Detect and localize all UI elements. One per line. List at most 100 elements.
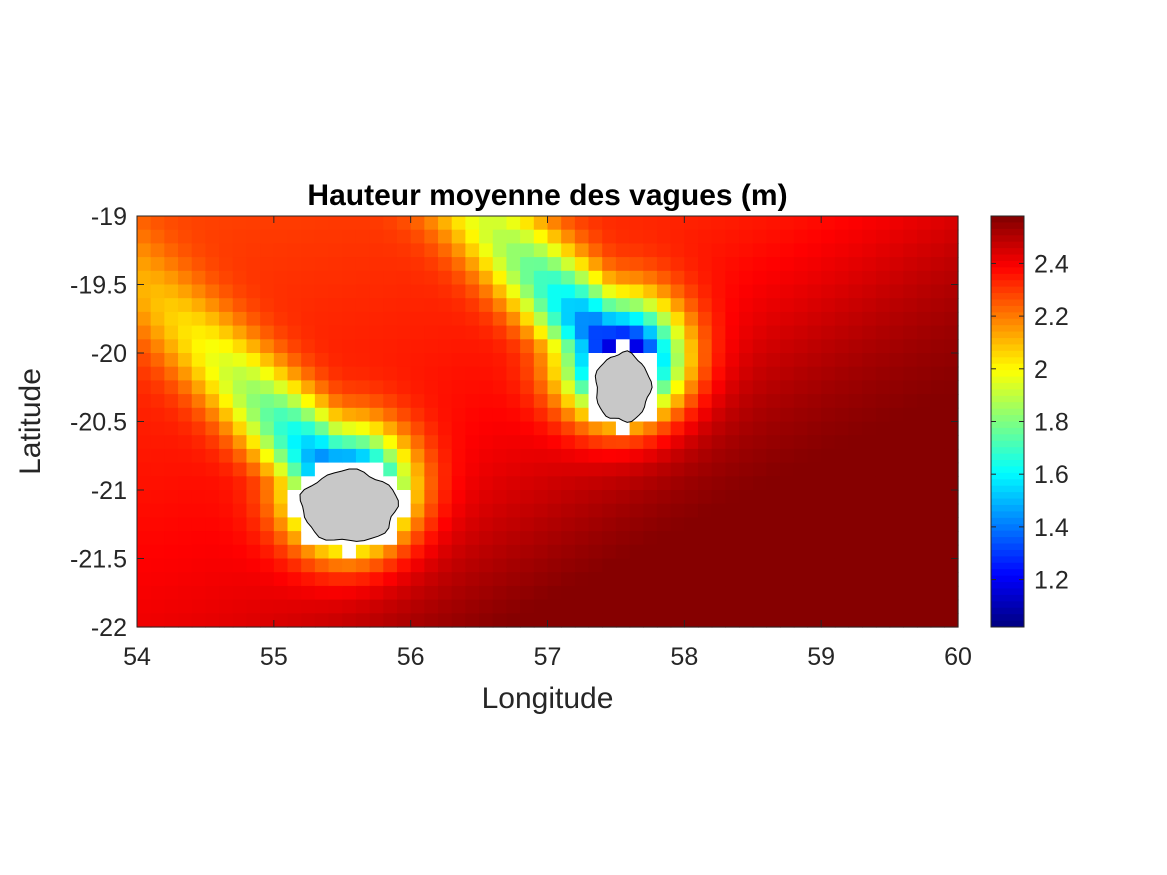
heatmap-cell bbox=[670, 298, 685, 313]
heatmap-cell bbox=[629, 298, 644, 313]
heatmap-cell bbox=[711, 599, 726, 614]
heatmap-cell bbox=[191, 503, 207, 518]
colorbar-segment bbox=[991, 453, 1024, 461]
heatmap-cell bbox=[711, 407, 726, 423]
heatmap-cell bbox=[342, 353, 357, 368]
heatmap-cell bbox=[574, 476, 590, 491]
heatmap-cell bbox=[930, 407, 945, 423]
heatmap-cell bbox=[246, 353, 261, 368]
heatmap-cell bbox=[137, 270, 152, 286]
heatmap-cell bbox=[506, 229, 521, 244]
heatmap-cell bbox=[246, 229, 261, 244]
heatmap-cell bbox=[328, 229, 343, 244]
heatmap-cell bbox=[916, 257, 932, 272]
heatmap-cell bbox=[862, 339, 877, 354]
heatmap-cell bbox=[383, 339, 398, 354]
heatmap-cell bbox=[602, 448, 617, 464]
colorbar-segment bbox=[991, 395, 1024, 403]
heatmap-cell bbox=[205, 339, 220, 354]
heatmap-cell bbox=[944, 270, 959, 286]
colorbar-segment bbox=[991, 421, 1024, 429]
heatmap-cell bbox=[410, 476, 425, 491]
heatmap-cell bbox=[725, 407, 740, 423]
heatmap-cell bbox=[178, 216, 193, 231]
heatmap-cell bbox=[479, 284, 494, 299]
heatmap-cell bbox=[916, 339, 932, 354]
heatmap-cell bbox=[219, 462, 234, 477]
colorbar-tick-label: 2.2 bbox=[1034, 303, 1069, 331]
heatmap-cell bbox=[547, 284, 562, 299]
heatmap-cell bbox=[862, 476, 877, 491]
heatmap-cell bbox=[342, 448, 357, 464]
heatmap-cell bbox=[903, 298, 918, 313]
heatmap-cell bbox=[396, 613, 412, 628]
heatmap-cell bbox=[547, 435, 562, 450]
heatmap-cell bbox=[629, 339, 644, 354]
heatmap-cell bbox=[930, 229, 945, 244]
heatmap-cell bbox=[191, 270, 207, 286]
heatmap-cell bbox=[875, 421, 891, 436]
heatmap-cell bbox=[684, 462, 699, 477]
heatmap-cell bbox=[916, 284, 932, 299]
heatmap-cell bbox=[793, 243, 809, 258]
heatmap-cell bbox=[396, 572, 412, 587]
heatmap-cell bbox=[533, 558, 549, 573]
heatmap-cell bbox=[465, 298, 480, 313]
heatmap-cell bbox=[602, 435, 617, 450]
heatmap-cell bbox=[383, 216, 398, 231]
heatmap-cell bbox=[766, 448, 781, 464]
heatmap-cell bbox=[862, 270, 877, 286]
heatmap-cell bbox=[287, 503, 302, 518]
heatmap-cell bbox=[561, 599, 576, 614]
heatmap-cell bbox=[424, 490, 439, 505]
heatmap-cell bbox=[178, 257, 193, 272]
heatmap-cell bbox=[698, 448, 713, 464]
heatmap-cell bbox=[342, 339, 357, 354]
heatmap-cell bbox=[711, 243, 726, 258]
heatmap-cell bbox=[862, 503, 877, 518]
heatmap-cell bbox=[574, 366, 590, 381]
heatmap-cell bbox=[643, 585, 658, 601]
heatmap-cell bbox=[725, 435, 740, 450]
heatmap-cell bbox=[438, 435, 453, 450]
heatmap-cell bbox=[219, 421, 234, 436]
heatmap-cell bbox=[150, 257, 165, 272]
heatmap-cell bbox=[821, 216, 836, 231]
heatmap-cell bbox=[903, 407, 918, 423]
heatmap-cell bbox=[410, 407, 425, 423]
heatmap-cell bbox=[451, 366, 466, 381]
heatmap-cell bbox=[150, 394, 165, 409]
heatmap-cell bbox=[178, 298, 193, 313]
heatmap-cell bbox=[533, 353, 549, 368]
heatmap-cell bbox=[178, 339, 193, 354]
heatmap-cell bbox=[465, 531, 480, 546]
heatmap-cell bbox=[191, 380, 207, 395]
heatmap-cell bbox=[821, 394, 836, 409]
heatmap-cell bbox=[492, 257, 508, 272]
heatmap-cell bbox=[547, 503, 562, 518]
colorbar-segment bbox=[991, 620, 1024, 628]
heatmap-cell bbox=[355, 585, 371, 601]
heatmap-cell bbox=[137, 366, 152, 381]
heatmap-cell bbox=[793, 585, 809, 601]
heatmap-cell bbox=[698, 366, 713, 381]
heatmap-cell bbox=[574, 407, 590, 423]
heatmap-cell bbox=[875, 462, 891, 477]
heatmap-cell bbox=[862, 421, 877, 436]
heatmap-cell bbox=[848, 216, 863, 231]
heatmap-cell bbox=[561, 243, 576, 258]
heatmap-cell bbox=[821, 599, 836, 614]
heatmap-cell bbox=[205, 490, 220, 505]
heatmap-cell bbox=[520, 448, 535, 464]
heatmap-cell bbox=[793, 531, 809, 546]
heatmap-cell bbox=[889, 311, 904, 327]
heatmap-cell bbox=[848, 339, 863, 354]
heatmap-cell bbox=[834, 585, 850, 601]
heatmap-cell bbox=[424, 339, 439, 354]
heatmap-cell bbox=[780, 599, 795, 614]
heatmap-cell bbox=[930, 353, 945, 368]
heatmap-cell bbox=[287, 613, 302, 628]
colorbar-segment bbox=[991, 222, 1024, 230]
heatmap-cell bbox=[862, 407, 877, 423]
heatmap-cell bbox=[232, 284, 248, 299]
